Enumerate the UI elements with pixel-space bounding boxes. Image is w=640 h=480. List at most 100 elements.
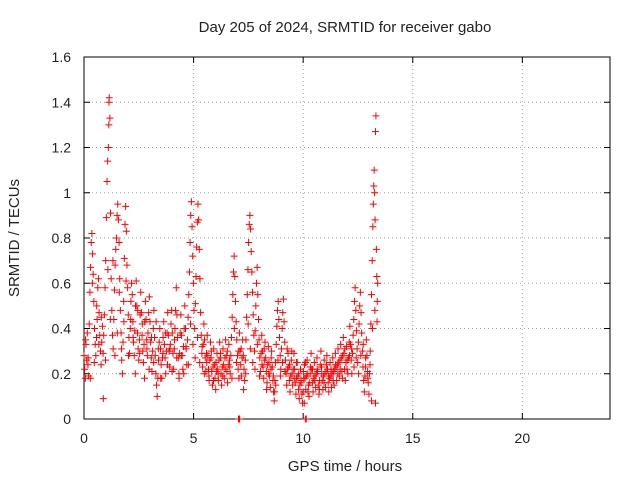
data-point xyxy=(183,336,191,344)
axis-tick-labels: 0 5 10 15 20 0 0.2 0.4 0.6 0.8 1 1.2 1.4 1.6 xyxy=(52,49,531,446)
data-point xyxy=(373,318,381,326)
data-point xyxy=(210,377,218,385)
data-point xyxy=(313,354,321,362)
data-point xyxy=(146,318,154,326)
data-point xyxy=(95,340,103,348)
data-point xyxy=(364,374,372,382)
data-point xyxy=(113,329,121,337)
data-point xyxy=(157,374,165,382)
data-point xyxy=(189,252,197,260)
data-point xyxy=(291,365,299,373)
data-point xyxy=(334,345,342,353)
data-point xyxy=(99,349,107,357)
data-point xyxy=(244,320,252,328)
x-tick-label: 20 xyxy=(515,430,531,446)
data-point xyxy=(186,239,194,247)
data-point xyxy=(305,392,313,400)
data-point xyxy=(248,268,256,276)
data-point xyxy=(126,325,134,332)
data-point xyxy=(231,297,239,305)
data-point xyxy=(302,415,310,423)
data-point xyxy=(350,363,358,371)
data-point xyxy=(352,306,360,314)
data-point xyxy=(115,288,123,296)
data-point xyxy=(168,329,176,337)
data-point xyxy=(371,189,379,197)
data-point xyxy=(184,361,192,369)
data-point xyxy=(352,327,360,335)
data-point xyxy=(190,306,198,314)
data-point xyxy=(343,365,351,373)
data-point xyxy=(109,345,117,353)
data-point xyxy=(105,121,113,129)
data-point xyxy=(313,365,321,373)
data-point xyxy=(87,263,95,271)
data-point xyxy=(180,370,188,378)
data-point xyxy=(366,370,374,378)
data-point xyxy=(188,223,196,231)
data-point xyxy=(283,345,291,353)
data-point xyxy=(122,202,130,210)
y-tick-label: 0 xyxy=(63,411,71,427)
data-point xyxy=(267,354,275,362)
data-point xyxy=(228,374,236,382)
data-point xyxy=(203,331,211,339)
data-point xyxy=(181,302,189,310)
data-point xyxy=(140,374,148,382)
x-tick-label: 10 xyxy=(295,430,311,446)
data-point xyxy=(235,374,243,382)
data-point xyxy=(369,223,377,231)
data-point xyxy=(172,306,180,314)
data-point xyxy=(352,354,360,362)
data-point xyxy=(191,354,199,362)
data-point xyxy=(98,322,106,330)
data-point xyxy=(151,352,159,360)
data-point xyxy=(339,334,347,342)
data-point xyxy=(310,358,318,366)
data-point xyxy=(132,277,140,285)
y-tick-label: 0.8 xyxy=(52,230,72,246)
data-point xyxy=(104,266,112,274)
data-point xyxy=(348,345,356,353)
data-point xyxy=(212,386,220,394)
data-point xyxy=(347,356,355,364)
data-point xyxy=(370,182,378,190)
data-point xyxy=(250,331,258,339)
y-tick-label: 1.6 xyxy=(52,49,72,65)
data-point xyxy=(223,347,231,355)
data-point xyxy=(260,345,268,353)
data-point xyxy=(127,297,135,305)
data-point xyxy=(224,379,232,387)
data-point xyxy=(244,266,252,274)
data-point xyxy=(157,361,165,369)
data-point xyxy=(106,315,114,323)
data-point xyxy=(113,211,121,219)
data-point xyxy=(245,239,253,247)
data-point xyxy=(196,275,204,283)
data-point xyxy=(128,291,136,299)
data-point xyxy=(88,229,96,237)
data-point xyxy=(92,352,100,360)
data-point xyxy=(284,349,292,357)
data-point xyxy=(82,336,90,344)
data-point xyxy=(245,220,253,228)
data-point xyxy=(121,220,129,228)
data-point xyxy=(283,381,291,389)
data-point xyxy=(205,372,213,380)
data-point xyxy=(272,381,280,389)
data-point xyxy=(226,356,234,364)
data-point xyxy=(162,370,170,378)
data-point xyxy=(93,302,101,310)
data-point xyxy=(164,361,172,369)
data-point xyxy=(254,291,262,299)
data-point xyxy=(354,338,362,346)
data-point xyxy=(160,340,168,348)
data-point xyxy=(246,345,254,353)
data-point xyxy=(304,388,312,396)
data-point xyxy=(307,349,315,357)
data-point xyxy=(171,336,179,344)
data-point xyxy=(87,239,95,247)
data-point xyxy=(326,358,334,366)
data-point xyxy=(311,377,319,385)
data-point xyxy=(327,365,335,373)
